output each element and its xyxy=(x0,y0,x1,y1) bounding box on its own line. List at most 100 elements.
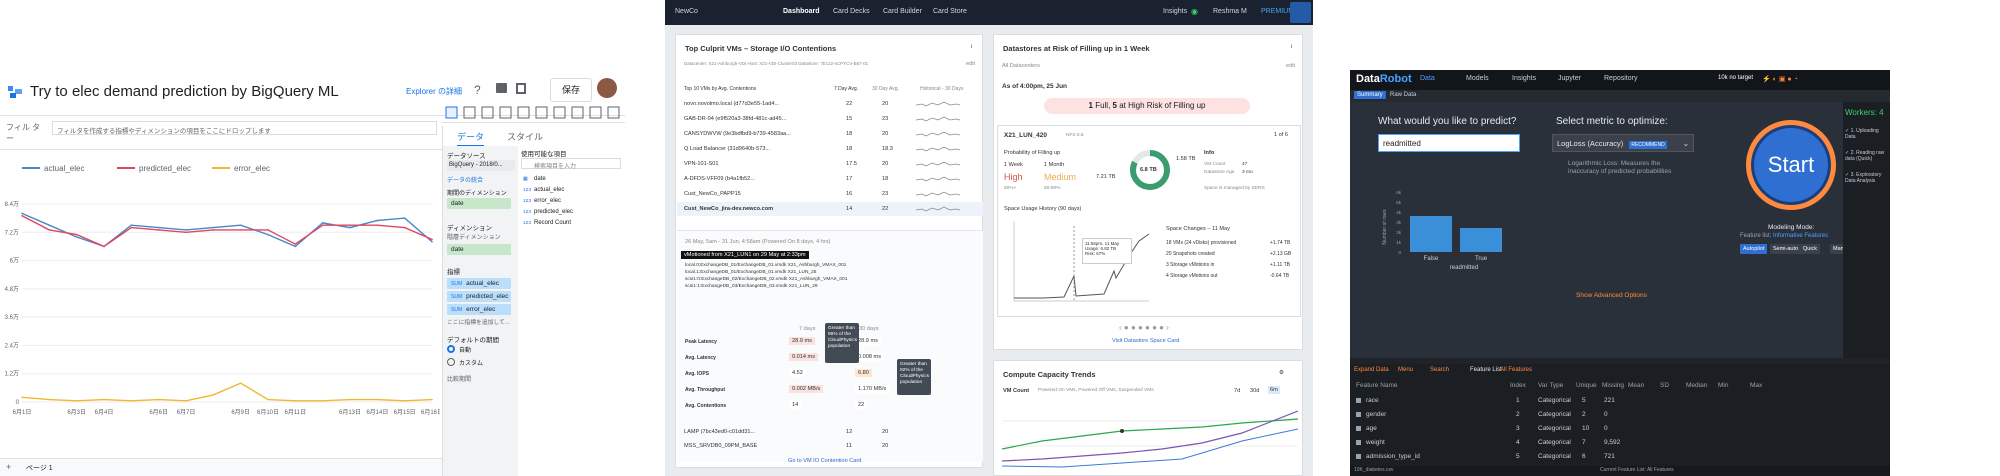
vm-name[interactable]: novo.novolmo.local (d77d3e55-1ad4... xyxy=(684,101,780,107)
feature-name[interactable]: weight xyxy=(1366,439,1385,446)
gear-icon[interactable]: ⚙ xyxy=(1279,370,1285,376)
nav-card-store[interactable]: Card Store xyxy=(933,8,967,15)
series-line-error_elec[interactable] xyxy=(21,382,433,402)
power-icon[interactable] xyxy=(1290,2,1311,23)
nav-dashboard[interactable]: Dashboard xyxy=(783,8,820,15)
tab-style[interactable]: スタイル xyxy=(507,132,544,142)
col-30day[interactable]: 30 Day Avg. xyxy=(872,86,899,92)
nav-card-decks[interactable]: Card Decks xyxy=(833,8,870,15)
toolbar-menu[interactable]: Menu xyxy=(1398,367,1414,373)
available-field-actual_elec[interactable]: 123 actual_elec xyxy=(523,187,564,193)
column-header[interactable]: Min xyxy=(1718,382,1729,389)
nav-data[interactable]: Data xyxy=(1420,75,1435,82)
user-menu[interactable]: Reshma M xyxy=(1213,8,1247,15)
help-icon[interactable]: ? xyxy=(474,83,481,97)
toolbar-all-features[interactable]: All Features xyxy=(1500,367,1533,373)
metric-chip-predicted_elec[interactable]: SUM predicted_elec xyxy=(447,291,511,302)
series-line-actual_elec[interactable] xyxy=(21,212,433,248)
vm-name[interactable]: Cust_NewCo_jira-dev.newco.com xyxy=(684,206,774,212)
toolbar-expand-data[interactable]: Expand Data xyxy=(1354,367,1389,373)
add-metric-link[interactable]: ここに指標を追加して... xyxy=(447,320,510,326)
series-line-predicted_elec[interactable] xyxy=(21,215,433,248)
column-header[interactable]: SD xyxy=(1660,382,1670,389)
metric-chip-actual_elec[interactable]: SUM actual_elec xyxy=(447,278,511,289)
info-icon[interactable]: i xyxy=(971,44,973,50)
share-icon[interactable] xyxy=(516,83,526,94)
feature-name[interactable]: gender xyxy=(1366,411,1387,418)
nav-insights[interactable]: Insights xyxy=(1512,75,1537,82)
data-source-select[interactable]: BigQuery - 2018/0... xyxy=(447,160,515,171)
filter-drop-zone[interactable]: フィルタを作成する指標やディメンションの項目をここにドロップします xyxy=(52,121,437,135)
column-header[interactable]: Index xyxy=(1510,382,1526,389)
vm-name[interactable]: Cust_NewCo_PAPP15 xyxy=(684,191,741,197)
add-page-icon[interactable]: + xyxy=(6,462,12,472)
row-checkbox[interactable] xyxy=(1356,426,1361,431)
feature-name[interactable]: age xyxy=(1366,425,1377,432)
available-field-record-count[interactable]: 123 Record Count xyxy=(523,220,571,226)
workers-count[interactable]: Workers: 4 xyxy=(1845,108,1884,117)
info-icon[interactable]: i xyxy=(1291,44,1293,50)
nav-icons[interactable]: ⚡ ◐ ▣ ● ◔ xyxy=(1762,76,1798,83)
column-header[interactable]: Unique xyxy=(1576,382,1597,389)
mode-quick[interactable]: Quick xyxy=(1800,244,1821,254)
vm-name[interactable]: GAB-DR-04 (e9f520a3-38fd-481c-ad45... xyxy=(684,116,787,122)
metric-chip-error_elec[interactable]: SUM error_elec xyxy=(447,304,511,315)
tab-raw-data[interactable]: Raw Data xyxy=(1390,92,1417,98)
report-title[interactable]: Try to elec demand prediction by BigQuer… xyxy=(30,83,339,100)
nav-jupyter[interactable]: Jupyter xyxy=(1558,75,1581,82)
dimension-chip[interactable]: date xyxy=(447,244,511,255)
mode-semi-auto[interactable]: Semi-auto xyxy=(1770,244,1802,254)
legend-label-actual_elec[interactable]: actual_elec xyxy=(44,164,84,173)
range-6m[interactable]: 6m xyxy=(1268,386,1280,394)
radio-custom[interactable] xyxy=(447,358,455,366)
hist-bar[interactable] xyxy=(1410,216,1452,252)
available-field-error_elec[interactable]: 123 error_elec xyxy=(523,198,561,204)
hist-bar[interactable] xyxy=(1460,228,1502,252)
range-30d[interactable]: 30d xyxy=(1250,388,1260,394)
column-header[interactable]: Feature Name xyxy=(1356,382,1398,389)
nav-insights[interactable]: Insights xyxy=(1163,8,1188,15)
tab-summary[interactable]: Summary xyxy=(1354,91,1386,99)
explorer-link[interactable]: Explorer の詳細 xyxy=(406,87,463,96)
vm-name[interactable]: CANSYDWVW (9e3bdfbd9-b739-4583aa... xyxy=(684,131,791,137)
legend-label-predicted_elec[interactable]: predicted_elec xyxy=(139,164,191,173)
row-checkbox[interactable] xyxy=(1356,440,1361,445)
blend-data-link[interactable]: データの統合 xyxy=(447,178,484,184)
edit-link[interactable]: edit xyxy=(1286,63,1296,69)
row-checkbox[interactable] xyxy=(1356,412,1361,417)
date-dimension-chip[interactable]: date xyxy=(447,198,511,209)
vm-name[interactable]: Q Load Balancer (31d9640b-573... xyxy=(684,146,771,152)
advanced-options-link[interactable]: Show Advanced Options xyxy=(1576,292,1647,299)
comment-icon[interactable] xyxy=(496,83,507,93)
start-button[interactable]: Start xyxy=(1746,120,1836,210)
filter-label[interactable]: フィル ター xyxy=(6,123,41,143)
mode-manual[interactable]: Manual xyxy=(1830,244,1855,254)
vm-name[interactable]: LAMP (7bc43ed0-c01dd31... xyxy=(684,429,756,435)
legend-label-error_elec[interactable]: error_elec xyxy=(234,164,270,173)
contention-card-link[interactable]: Go to VM IO Contention Card xyxy=(788,458,862,464)
space-card-link[interactable]: Visit Datastore Space Card xyxy=(1112,338,1180,344)
vm-name[interactable]: MSS_SRVDB0_09PM_BASE xyxy=(684,443,758,449)
mode-autopilot[interactable]: Autopilot xyxy=(1740,244,1768,254)
page-tab[interactable]: ページ 1 xyxy=(26,465,53,472)
feature-name[interactable]: admission_type_id xyxy=(1366,453,1420,460)
brand[interactable]: NewCo xyxy=(675,8,698,15)
radio-auto[interactable] xyxy=(447,345,455,353)
avatar[interactable] xyxy=(597,78,617,98)
column-header[interactable]: Mean xyxy=(1628,382,1645,389)
row-checkbox[interactable] xyxy=(1356,398,1361,403)
metric-select[interactable]: LogLoss (Accuracy) RECOMMEND ⌄ xyxy=(1552,134,1694,152)
toolbar-search[interactable]: Search xyxy=(1430,367,1450,373)
toolbar-feature-list[interactable]: Feature List xyxy=(1470,367,1502,373)
range-7d[interactable]: 7d xyxy=(1234,388,1241,394)
row-checkbox[interactable] xyxy=(1356,454,1361,459)
tab-data[interactable]: データ xyxy=(457,130,485,147)
column-header[interactable]: Missing xyxy=(1602,382,1625,389)
feature-name[interactable]: race xyxy=(1366,397,1379,404)
col-7day[interactable]: 7 Day Avg. xyxy=(834,86,859,92)
column-header[interactable]: Var Type xyxy=(1538,382,1564,389)
available-field-predicted_elec[interactable]: 123 predicted_elec xyxy=(523,209,573,215)
field-search-input[interactable]: 検索項目を入力 xyxy=(521,158,621,170)
available-field-date[interactable]: ▦ date xyxy=(523,176,546,182)
nav-models[interactable]: Models xyxy=(1466,75,1489,82)
